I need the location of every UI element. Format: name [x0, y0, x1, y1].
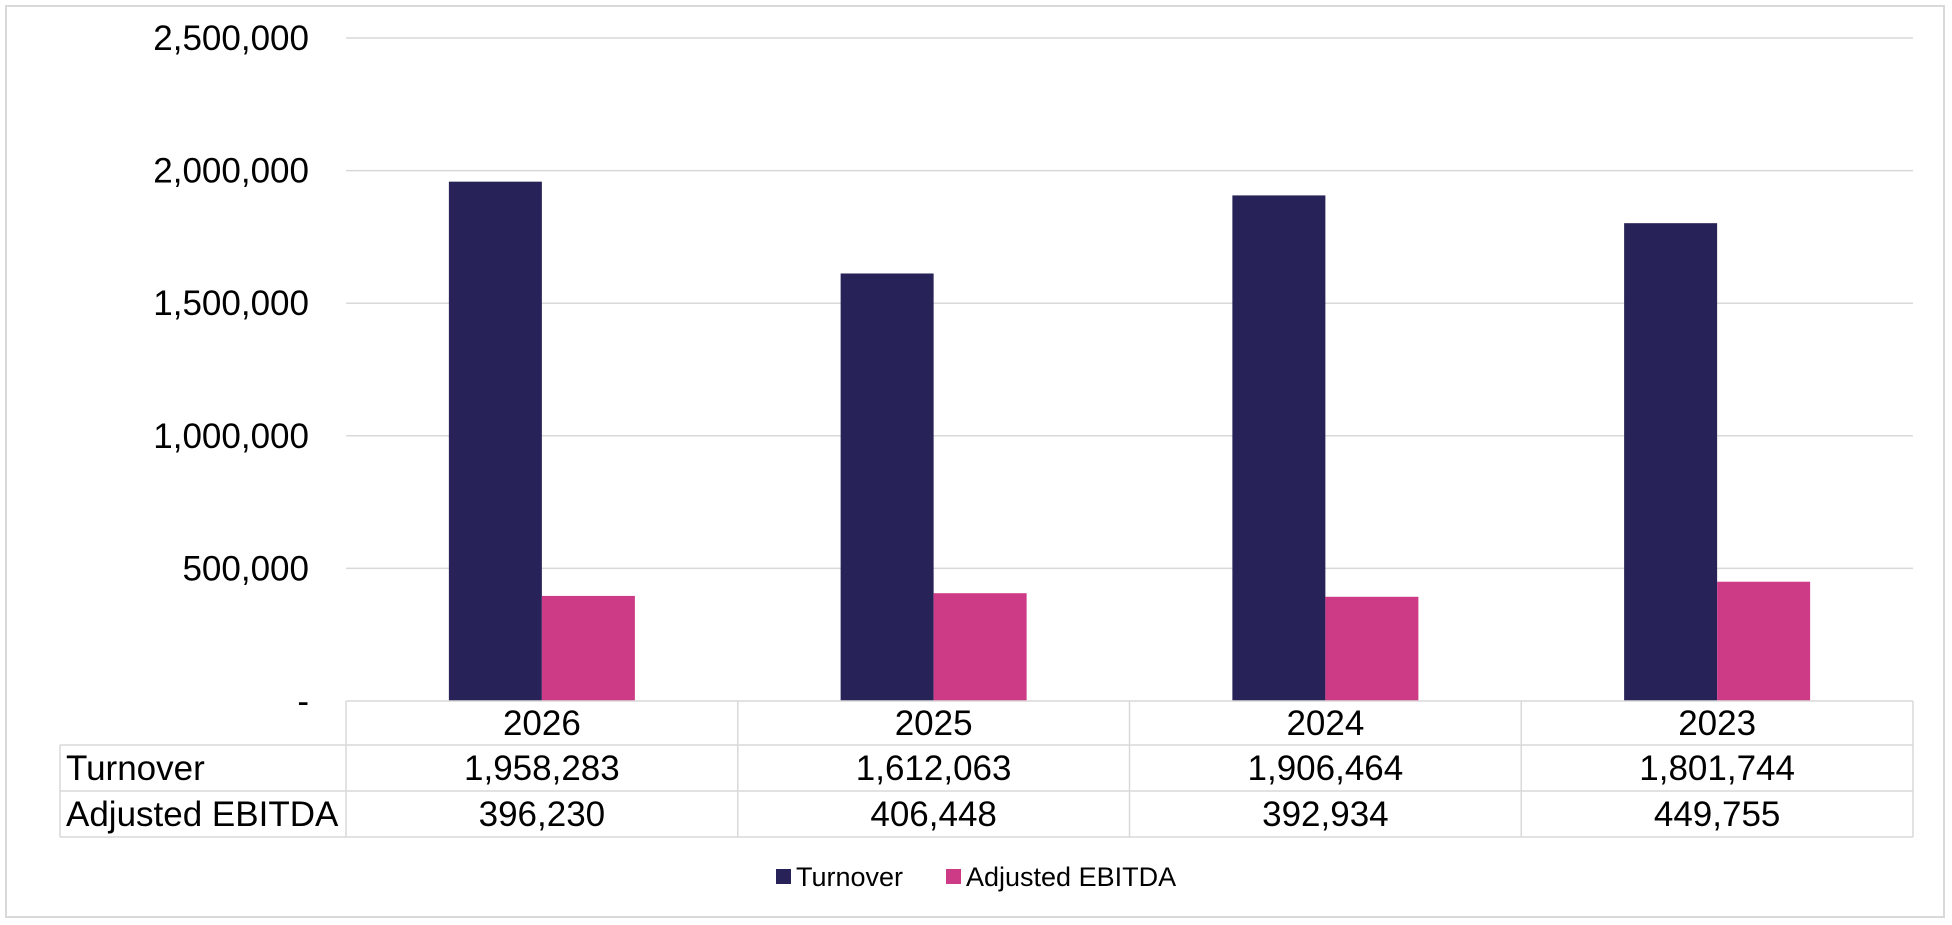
y-tick-label: - [297, 682, 309, 721]
legend-label: Adjusted EBITDA [966, 862, 1176, 892]
table-cell-value: 392,934 [1262, 795, 1389, 834]
y-tick-label: 1,000,000 [153, 417, 309, 456]
legend: Turnover Adjusted EBITDA [776, 862, 1176, 892]
table-header-year: 2024 [1286, 704, 1364, 743]
table-cell-value: 1,801,744 [1639, 749, 1795, 788]
y-tick-label: 2,500,000 [153, 19, 309, 58]
legend-swatch [776, 869, 791, 884]
table-header-year: 2023 [1678, 704, 1756, 743]
table-cell-value: 406,448 [870, 795, 997, 834]
bar-adjusted-ebitda-2023 [1717, 581, 1811, 701]
bar-turnover-2025 [840, 273, 934, 701]
table-row-label: Turnover [66, 749, 205, 788]
table-cell-value: 1,612,063 [856, 749, 1012, 788]
y-tick-label: 2,000,000 [153, 152, 309, 191]
table-header-year: 2025 [895, 704, 973, 743]
chart-frame [5, 5, 1945, 918]
bar-adjusted-ebitda-2025 [933, 593, 1027, 701]
legend-label: Turnover [796, 862, 903, 892]
bar-turnover-2026 [448, 181, 542, 702]
y-tick-label: 1,500,000 [153, 284, 309, 323]
table-cell-value: 1,958,283 [464, 749, 620, 788]
bars [448, 181, 1811, 702]
data-table: 2026 2025 2024 2023 Turnover 1,958,283 1,612,0… [59, 700, 1914, 838]
bar-turnover-2023 [1624, 223, 1718, 701]
y-axis-tick-labels: - 500,000 1,000,000 1,500,000 2,000,000 2,500… [153, 19, 309, 721]
bar-adjusted-ebitda-2024 [1325, 596, 1419, 701]
bar-turnover-2024 [1232, 195, 1326, 701]
y-tick-label: 500,000 [182, 549, 309, 588]
table-cell-value: 449,755 [1654, 795, 1781, 834]
table-cell-value: 1,906,464 [1248, 749, 1404, 788]
table-header-year: 2026 [503, 704, 581, 743]
legend-swatch [946, 869, 961, 884]
bar-adjusted-ebitda-2026 [541, 595, 635, 701]
table-cell-value: 396,230 [479, 795, 606, 834]
table-row-label: Adjusted EBITDA [66, 795, 339, 834]
